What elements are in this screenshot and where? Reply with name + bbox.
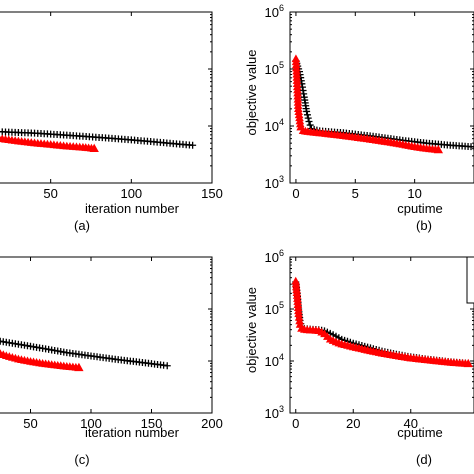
plot-frame-a xyxy=(0,11,213,184)
data-point-b-0 xyxy=(303,111,311,119)
data-point-b-0 xyxy=(304,114,312,122)
data-point-a-1 xyxy=(89,143,99,152)
x-tick-label-c-2: 150 xyxy=(141,416,163,431)
series-group-b xyxy=(291,54,474,154)
panel-c: 50 100 150 200 iteration number (c) xyxy=(0,256,223,467)
y-tick-label-d-3: 106 xyxy=(265,248,284,265)
data-point-b-0 xyxy=(306,121,314,129)
data-point-b-1 xyxy=(433,144,444,154)
plot-frame-c xyxy=(0,256,213,414)
panel-caption-d: (d) xyxy=(416,452,432,467)
y-tick-label-b-1: 104 xyxy=(265,117,284,134)
panel-b: 0 5 10 103 104 105 106 cputime objective value (b… xyxy=(244,3,474,233)
panel-caption-a: (a) xyxy=(74,218,90,233)
series-group-a xyxy=(0,128,197,152)
x-tick-label-b-2: 10 xyxy=(407,186,421,201)
x-tick-label-b-0: 0 xyxy=(292,186,299,201)
x-axis-label-c: iteration number xyxy=(85,425,180,440)
x-axis-label-b: cputime xyxy=(397,201,443,216)
x-tick-label-c-0: 50 xyxy=(23,416,37,431)
y-axis-label-b: objective value xyxy=(244,50,259,136)
plot-frame-d xyxy=(289,256,474,414)
panel-caption-c: (c) xyxy=(74,452,89,467)
data-point-c-0 xyxy=(163,362,171,370)
x-tick-label-a-0: 50 xyxy=(43,186,57,201)
series-group-d xyxy=(291,276,473,368)
data-point-b-0 xyxy=(305,117,313,125)
data-point-d-1 xyxy=(463,358,473,368)
x-tick-label-d-2: 40 xyxy=(404,416,418,431)
y-tick-label-d-2: 105 xyxy=(265,300,284,317)
legend-box xyxy=(466,256,474,304)
x-tick-label-a-2: 150 xyxy=(201,186,223,201)
x-tick-label-d-1: 20 xyxy=(346,416,360,431)
panel-a: 50 100 150 iteration number (a) xyxy=(0,11,223,233)
x-tick-label-b-1: 5 xyxy=(352,186,359,201)
x-tick-label-c-1: 100 xyxy=(80,416,102,431)
y-tick-label-d-1: 104 xyxy=(265,352,284,369)
data-point-b-0 xyxy=(470,143,474,151)
x-tick-label-c-3: 200 xyxy=(201,416,223,431)
panel-d: 0 20 40 103 104 105 106 cputime objective value (… xyxy=(244,248,474,467)
data-point-a-0 xyxy=(189,141,197,149)
x-axis-label-a: iteration number xyxy=(85,201,180,216)
y-axis-label-d: objective value xyxy=(244,287,259,373)
panel-caption-b: (b) xyxy=(416,218,432,233)
data-point-c-1 xyxy=(74,362,84,372)
series-group-c xyxy=(0,337,171,372)
plot-frame-b xyxy=(289,11,474,184)
x-axis-label-d: cputime xyxy=(397,425,443,440)
y-tick-label-b-3: 106 xyxy=(265,3,284,20)
x-tick-label-a-1: 100 xyxy=(120,186,142,201)
y-tick-label-d-0: 103 xyxy=(265,404,284,421)
y-tick-label-b-0: 103 xyxy=(265,174,284,191)
y-tick-label-b-2: 105 xyxy=(265,60,284,77)
x-tick-label-d-0: 0 xyxy=(292,416,299,431)
data-point-b-0 xyxy=(303,107,311,115)
